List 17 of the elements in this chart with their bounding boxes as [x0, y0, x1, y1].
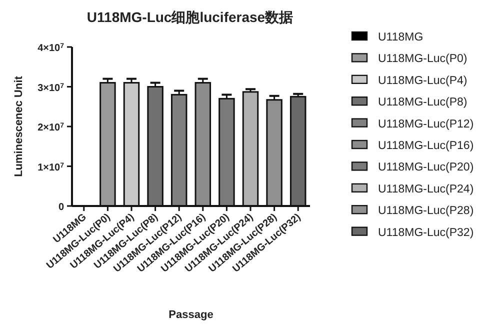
legend-label: U118MG-Luc(P4) — [378, 74, 468, 87]
y-tick-label: 1×10$^{7}$ — [38, 162, 64, 174]
y-tick-label: 3×10$^{7}$ — [38, 82, 64, 94]
x-axis-title: Passage — [168, 309, 214, 321]
y-axis-title: Luminescenec Unit — [13, 76, 25, 177]
legend-label: U118MG — [378, 32, 424, 44]
y-tick-label: 2×10$^{7}$ — [38, 122, 64, 134]
y-tick-label: 4×10$^{7}$ — [38, 42, 64, 54]
legend-label: U118MG-Luc(P32) — [378, 226, 474, 239]
chart-title: U118MG-Luc细胞luciferase数据 — [86, 9, 294, 25]
legend-label: U118MG-Luc(P20) — [378, 162, 474, 174]
legend-label: U118MG-Luc(P24) — [378, 183, 474, 196]
legend-label: U118MG-Luc(P16) — [378, 140, 474, 152]
legend-label: U118MG-Luc(P8) — [378, 96, 468, 109]
y-tick-label: 0 — [58, 202, 64, 213]
legend-label: U118MG-Luc(P0) — [378, 53, 468, 66]
legend-label: U118MG-Luc(P12) — [378, 118, 474, 130]
